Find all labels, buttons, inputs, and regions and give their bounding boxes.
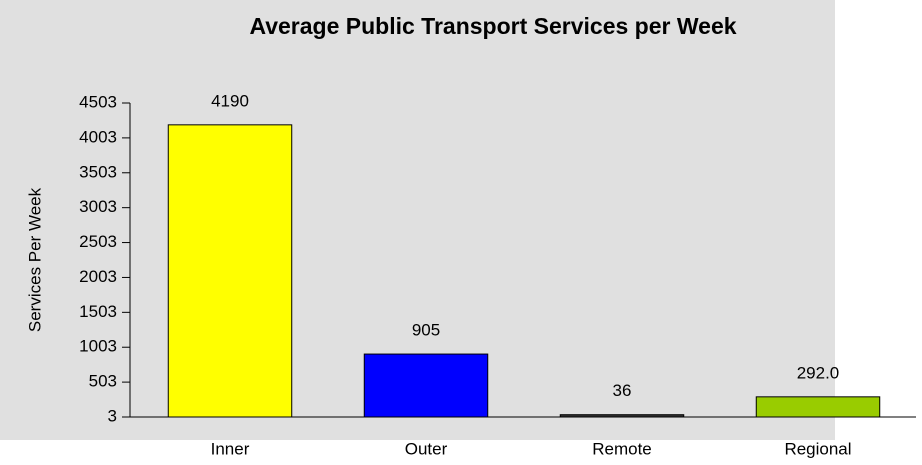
x-tick-label: Remote: [592, 439, 652, 458]
y-axis-label: Services Per Week: [25, 187, 44, 332]
data-label: 905: [412, 321, 440, 340]
x-tick-label: Outer: [405, 439, 448, 458]
chart-title: Average Public Transport Services per We…: [249, 13, 736, 39]
bar: [167, 124, 293, 418]
data-label: 4190: [211, 91, 249, 110]
y-tick-label: 3: [108, 406, 117, 425]
data-label: 36: [613, 381, 632, 400]
x-tick-label: Regional: [784, 439, 851, 458]
y-tick-label: 503: [89, 372, 117, 391]
y-tick-label: 4503: [79, 92, 117, 111]
x-tick-label: Inner: [211, 439, 250, 458]
y-tick-label: 3503: [79, 162, 117, 181]
y-tick-label: 2503: [79, 232, 117, 251]
data-label: 292.0: [797, 363, 840, 382]
bar: [363, 353, 489, 418]
y-tick-label: 1003: [79, 337, 117, 356]
bar: [559, 414, 685, 418]
y-tick-label: 1503: [79, 302, 117, 321]
y-tick-label: 2003: [79, 267, 117, 286]
y-tick-label: 4003: [79, 127, 117, 146]
bar: [755, 396, 881, 418]
y-tick-label: 3003: [79, 197, 117, 216]
